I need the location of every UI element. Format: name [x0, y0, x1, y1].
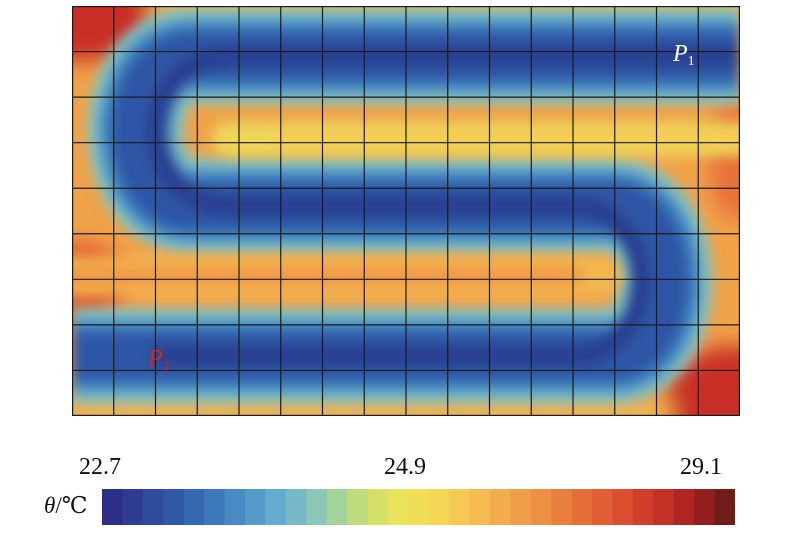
- colorbar-swatch: [204, 489, 226, 525]
- warm-band-upper-core: [272, 130, 740, 146]
- colorbar-swatch: [632, 489, 654, 525]
- warm-bottom-edge: [72, 401, 672, 416]
- colorbar-swatch: [102, 489, 124, 525]
- colorbar-swatch: [285, 489, 307, 525]
- colorbar-symbol: θ: [44, 493, 56, 518]
- colorbar: [102, 489, 736, 525]
- plot-border: [72, 6, 740, 416]
- colorbar-swatch: [612, 489, 634, 525]
- colorbar-tick-max: 29.1: [680, 454, 722, 480]
- colorbar-title: θ/℃: [44, 494, 87, 517]
- colorbar-unit: /℃: [55, 493, 88, 518]
- colorbar-swatch: [224, 489, 246, 525]
- colorbar-swatch: [163, 489, 185, 525]
- colorbar-swatch: [653, 489, 675, 525]
- colorbar-swatch: [449, 489, 471, 525]
- point-label-p1: P1: [673, 41, 695, 69]
- temperature-field-svg: [72, 6, 740, 416]
- colorbar-swatch: [122, 489, 144, 525]
- colorbar-swatch: [408, 489, 430, 525]
- colorbar-swatch: [265, 489, 287, 525]
- colorbar-svg: [102, 489, 736, 525]
- colorbar-swatch: [551, 489, 573, 525]
- colorbar-swatch: [142, 489, 164, 525]
- colorbar-swatch: [387, 489, 409, 525]
- point-label-p2: P2: [148, 346, 170, 374]
- colorbar-swatch: [510, 489, 532, 525]
- colorbar-swatch: [183, 489, 205, 525]
- mesh-grid: [72, 6, 740, 416]
- colorbar-swatch: [592, 489, 614, 525]
- colorbar-swatch: [326, 489, 348, 525]
- colorbar-swatch: [244, 489, 266, 525]
- hot-corner-bottom-right: [662, 346, 740, 416]
- colorbar-swatch: [306, 489, 328, 525]
- colorbar-tick-mid: 24.9: [384, 454, 426, 480]
- colorbar-swatch: [367, 489, 389, 525]
- colorbar-swatch: [694, 489, 716, 525]
- colorbar-swatch: [530, 489, 552, 525]
- warm-band-lower-core: [72, 266, 582, 286]
- colorbar-swatch: [428, 489, 450, 525]
- colorbar-swatch: [469, 489, 491, 525]
- colorbar-tick-min: 22.7: [79, 454, 121, 480]
- colorbar-swatch: [571, 489, 593, 525]
- colorbar-swatch: [489, 489, 511, 525]
- colorbar-swatch: [673, 489, 695, 525]
- colorbar-swatch: [714, 489, 736, 525]
- colorbar-swatch: [347, 489, 369, 525]
- temperature-field-plot: [72, 6, 740, 416]
